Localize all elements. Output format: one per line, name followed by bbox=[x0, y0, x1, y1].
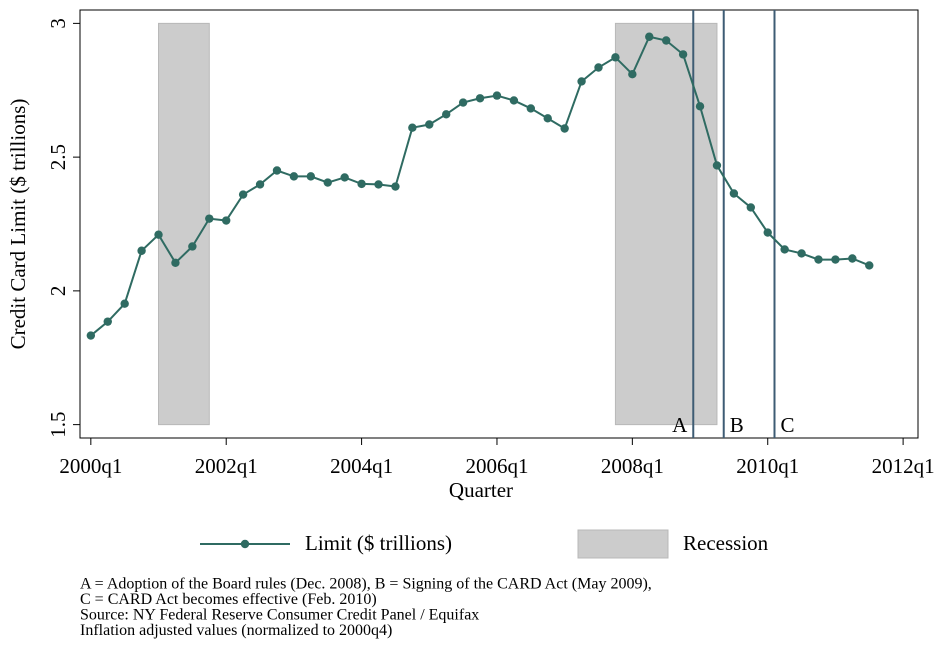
series-marker bbox=[238, 190, 248, 199]
series-marker bbox=[103, 317, 112, 326]
series-marker bbox=[272, 166, 282, 175]
series-marker bbox=[577, 77, 586, 86]
series-marker bbox=[746, 203, 756, 212]
series-marker bbox=[289, 172, 299, 181]
series-marker bbox=[458, 98, 468, 107]
series-marker bbox=[154, 230, 163, 239]
legend-marker bbox=[240, 539, 250, 549]
reference-label: B bbox=[730, 413, 744, 437]
series-marker bbox=[712, 161, 722, 170]
series-marker bbox=[611, 53, 620, 62]
series-marker bbox=[171, 258, 180, 267]
series-marker bbox=[865, 261, 874, 270]
series-marker bbox=[86, 331, 96, 340]
y-tick-label: 2.5 bbox=[46, 144, 70, 170]
series-marker bbox=[560, 124, 569, 133]
series-marker bbox=[509, 96, 519, 105]
series-marker bbox=[628, 70, 637, 79]
series-marker bbox=[695, 102, 705, 111]
series-marker bbox=[442, 110, 451, 119]
series-marker bbox=[831, 255, 840, 264]
note: Source: NY Federal Reserve Consumer Cred… bbox=[80, 607, 479, 624]
series-marker bbox=[848, 254, 857, 263]
x-tick-label: 2010q1 bbox=[736, 454, 799, 478]
note: A = Adoption of the Board rules (Dec. 20… bbox=[80, 576, 652, 593]
x-tick-label: 2012q1 bbox=[872, 454, 935, 478]
series-marker bbox=[526, 104, 536, 113]
recession-band bbox=[614, 22, 718, 426]
series-marker bbox=[391, 182, 400, 191]
reference-label: A bbox=[672, 413, 688, 437]
series-marker bbox=[137, 246, 146, 255]
legend-swatch bbox=[577, 529, 669, 559]
series-marker bbox=[780, 245, 789, 254]
series-marker bbox=[323, 178, 332, 187]
series-marker bbox=[255, 180, 265, 189]
series-marker bbox=[306, 172, 316, 181]
series-marker bbox=[814, 255, 823, 264]
series-marker bbox=[763, 228, 772, 237]
note: C = CARD Act becomes effective (Feb. 201… bbox=[80, 591, 377, 608]
plot-frame bbox=[79, 9, 919, 439]
y-tick-label: 1.5 bbox=[46, 412, 70, 438]
series-marker bbox=[425, 120, 434, 129]
x-tick-label: 2002q1 bbox=[195, 454, 258, 478]
series-marker bbox=[678, 50, 688, 59]
series-marker bbox=[120, 299, 129, 308]
x-tick-label: 2008q1 bbox=[601, 454, 664, 478]
legend-label: Recession bbox=[683, 531, 769, 555]
note: Inflation adjusted values (normalized to… bbox=[80, 622, 392, 639]
series-marker bbox=[408, 123, 417, 132]
series-marker bbox=[645, 32, 654, 41]
y-tick-label: 2 bbox=[46, 286, 70, 297]
series-marker bbox=[475, 94, 485, 103]
series-marker bbox=[340, 173, 349, 182]
recession-band bbox=[158, 22, 210, 426]
x-tick-label: 2000q1 bbox=[59, 454, 122, 478]
reference-label: C bbox=[780, 413, 794, 437]
x-axis-title: Quarter bbox=[449, 478, 513, 502]
y-axis-title: Credit Card Limit ($ trillions) bbox=[6, 99, 30, 350]
series-marker bbox=[374, 180, 383, 189]
series-marker bbox=[797, 249, 806, 258]
series-marker bbox=[188, 242, 197, 251]
series-marker bbox=[492, 91, 502, 100]
legend-label: Limit ($ trillions) bbox=[305, 531, 452, 555]
y-tick-label: 3 bbox=[46, 18, 70, 29]
series-marker bbox=[205, 214, 214, 223]
series-marker bbox=[357, 179, 366, 189]
x-tick-label: 2006q1 bbox=[465, 454, 528, 478]
series-marker bbox=[594, 63, 603, 72]
series-marker bbox=[661, 36, 671, 45]
series-marker bbox=[729, 189, 739, 198]
series-marker bbox=[543, 114, 552, 123]
series-marker bbox=[222, 216, 231, 225]
x-tick-label: 2004q1 bbox=[330, 454, 393, 478]
